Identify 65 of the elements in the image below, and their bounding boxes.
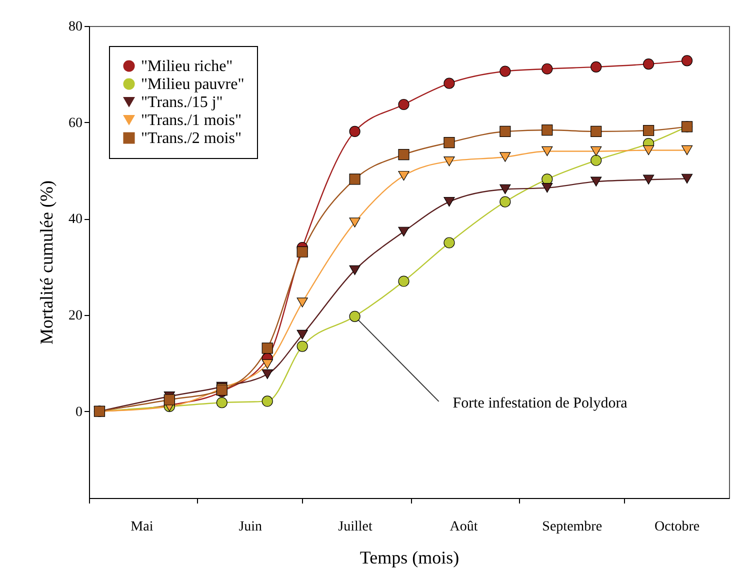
point xyxy=(398,226,410,236)
point xyxy=(349,310,360,322)
point xyxy=(643,174,654,184)
point xyxy=(349,174,360,185)
point xyxy=(398,98,410,110)
point xyxy=(590,146,602,156)
point xyxy=(643,58,654,70)
x-axis-title: Temps (mois) xyxy=(360,548,460,568)
point xyxy=(262,369,273,380)
point xyxy=(681,55,693,66)
point xyxy=(262,342,273,354)
point xyxy=(444,156,455,166)
point xyxy=(296,298,308,308)
point xyxy=(296,340,308,352)
legend-label: "Trans./15 j" xyxy=(141,94,223,111)
y-axis-title: Mortalité cumulée (%) xyxy=(36,180,56,344)
point xyxy=(296,330,308,340)
point xyxy=(590,61,602,72)
y-tick-label: 20 xyxy=(68,308,82,324)
x-tick-label: Octobre xyxy=(654,520,700,534)
legend-label: "Trans./1 mois" xyxy=(141,112,242,129)
point xyxy=(590,126,602,138)
point xyxy=(349,218,360,228)
point xyxy=(681,174,693,184)
point xyxy=(444,237,455,248)
point xyxy=(542,124,553,136)
x-tick-label: Août xyxy=(450,520,478,534)
point xyxy=(164,394,175,406)
legend-label: "Milieu pauvre" xyxy=(141,76,244,93)
point xyxy=(262,359,273,369)
point xyxy=(542,146,553,156)
legend-label: "Trans./2 mois" xyxy=(141,130,242,147)
point xyxy=(542,182,553,193)
point xyxy=(444,137,455,148)
point xyxy=(590,176,602,186)
x-tick-label: Juillet xyxy=(338,520,373,534)
x-tick-label: Juin xyxy=(238,520,262,534)
annotation: Forte infestation de Polydora xyxy=(452,395,628,412)
point xyxy=(500,126,511,138)
point xyxy=(500,184,511,194)
y-tick-label: 80 xyxy=(68,20,82,34)
point xyxy=(262,396,273,407)
point xyxy=(296,246,308,258)
x-tick-label: Septembre xyxy=(542,520,602,534)
point xyxy=(500,196,511,208)
point xyxy=(398,170,410,181)
point xyxy=(398,149,410,160)
point xyxy=(681,145,693,156)
point xyxy=(500,152,511,162)
point xyxy=(349,126,360,138)
y-tick-label: 40 xyxy=(68,212,82,228)
point xyxy=(216,397,228,408)
point xyxy=(590,154,602,166)
point xyxy=(643,145,654,156)
point xyxy=(444,78,455,89)
point xyxy=(444,196,455,207)
y-tick-label: 0 xyxy=(76,404,82,420)
point xyxy=(542,63,553,74)
legend-label: "Milieu riche" xyxy=(141,58,233,75)
y-tick-label: 60 xyxy=(68,116,82,131)
point xyxy=(643,124,654,136)
point xyxy=(500,66,511,77)
point xyxy=(349,265,360,276)
x-tick-label: Mai xyxy=(130,520,154,534)
point xyxy=(398,276,410,287)
